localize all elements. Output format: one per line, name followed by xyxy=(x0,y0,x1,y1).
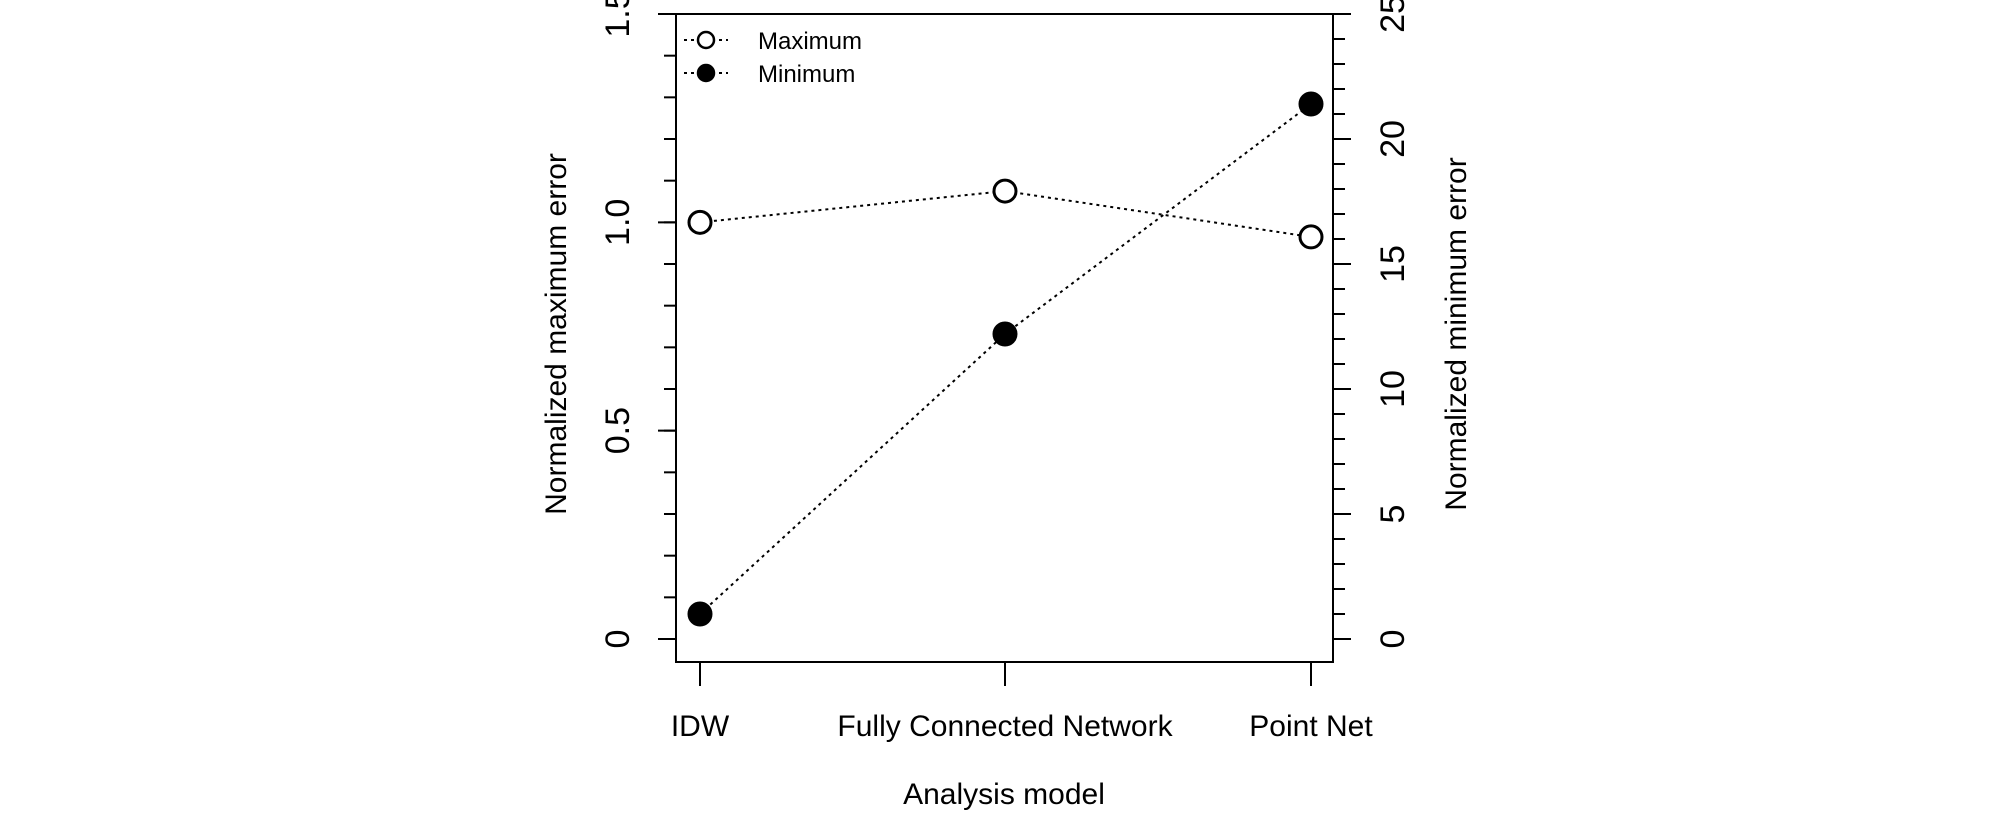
left-axis-tick-label: 0.5 xyxy=(599,407,637,454)
right-axis-tick-label: 15 xyxy=(1374,245,1412,283)
series-layer xyxy=(687,91,1324,627)
right-axis-tick-label: 0 xyxy=(1374,630,1412,649)
point-marker-filled xyxy=(992,321,1018,347)
left-axis-tick-label: 1.5 xyxy=(599,0,637,38)
point-marker-filled xyxy=(687,601,713,627)
right-axis-tick-label: 5 xyxy=(1374,505,1412,524)
point-marker-open xyxy=(687,209,713,235)
point-marker-open xyxy=(992,178,1018,204)
right-y-axis: 0 5 10 15 20 25 xyxy=(1333,0,1412,648)
right-axis-tick-label: 25 xyxy=(1374,0,1412,33)
left-axis-tick-label: 0 xyxy=(599,630,637,649)
point-marker-open xyxy=(1298,224,1324,250)
right-y-axis-title: Normalized minimum error xyxy=(1440,157,1473,510)
legend-label-maximum: Maximum xyxy=(758,28,862,55)
left-y-axis-title: Normalized maximum error xyxy=(540,153,573,515)
left-axis-tick-label: 1.0 xyxy=(599,199,637,246)
series-line-maximum xyxy=(699,190,1312,238)
x-axis-tick-label: IDW xyxy=(671,710,730,743)
right-axis-tick-label: 10 xyxy=(1374,370,1412,408)
x-axis-title: Analysis model xyxy=(903,778,1105,811)
x-axis-tick-label: Fully Connected Network xyxy=(837,710,1173,743)
x-axis-tick-label: Point Net xyxy=(1249,710,1373,743)
legend-marker-open xyxy=(696,30,716,50)
right-axis-tick-label: 20 xyxy=(1374,120,1412,158)
left-y-axis: 0 0.5 1.0 1.5 xyxy=(599,0,676,648)
x-axis: IDW Fully Connected Network Point Net xyxy=(671,662,1373,743)
legend-marker-filled xyxy=(696,63,716,83)
point-marker-filled xyxy=(1298,91,1324,117)
legend-label-minimum: Minimum xyxy=(758,61,855,88)
legend: Maximum Minimum xyxy=(684,28,862,88)
